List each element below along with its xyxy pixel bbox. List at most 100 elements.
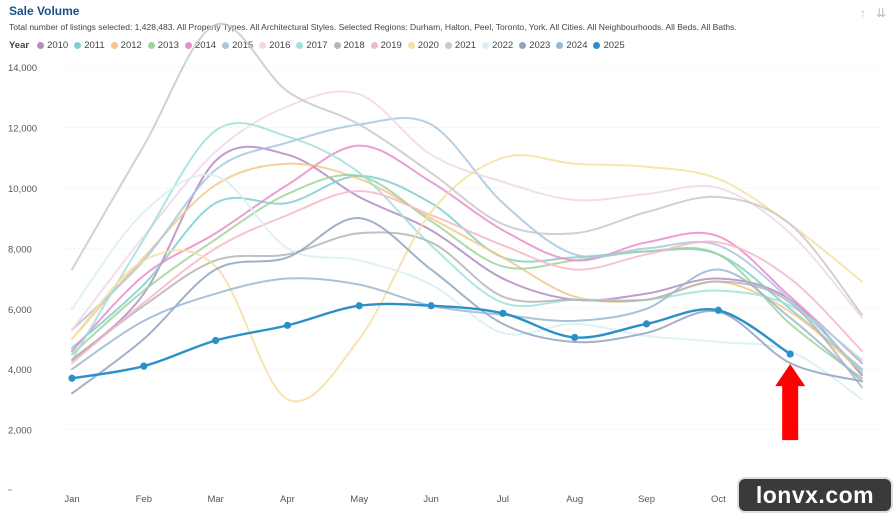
series-line-2010 bbox=[71, 145, 863, 377]
legend-item-2012[interactable]: 2012 bbox=[110, 40, 142, 51]
legend-item-2022[interactable]: 2022 bbox=[482, 40, 513, 51]
legend-label: 2014 bbox=[194, 40, 217, 51]
legend-item-2017[interactable]: 2017 bbox=[296, 40, 328, 51]
legend-dot-icon bbox=[259, 42, 267, 49]
series-line-2014 bbox=[71, 144, 863, 365]
legend-dot-icon bbox=[519, 42, 527, 49]
x-tick-label: Sep bbox=[638, 494, 655, 505]
legend-label: 2013 bbox=[157, 40, 179, 51]
legend-item-2014[interactable]: 2014 bbox=[184, 40, 217, 51]
series-line-2013 bbox=[71, 173, 863, 380]
legend-label: 2021 bbox=[454, 40, 477, 51]
x-tick-label: May bbox=[350, 494, 368, 505]
legend-label: 2022 bbox=[492, 40, 514, 51]
y-tick-label: 14,000 bbox=[8, 63, 37, 74]
data-point-2025 bbox=[499, 309, 507, 317]
data-point-2025 bbox=[786, 350, 794, 358]
legend: Year 2010 2011 2012 2013 2014 2015 2016 2017 201… bbox=[9, 40, 631, 51]
legend-item-2018[interactable]: 2018 bbox=[333, 40, 365, 51]
series-line-2020 bbox=[71, 154, 863, 403]
legend-label: 2016 bbox=[269, 40, 291, 51]
legend-items: 2010 2011 2012 2013 2014 2015 2016 2017 2018 2019… bbox=[37, 40, 631, 51]
legend-dot-icon bbox=[482, 42, 490, 49]
double-arrow-down-icon[interactable]: ⇊ bbox=[875, 6, 886, 20]
legend-dot-icon bbox=[370, 42, 378, 49]
data-point-2025 bbox=[68, 374, 76, 382]
legend-dot-icon bbox=[222, 42, 230, 49]
legend-dot-icon bbox=[147, 42, 155, 49]
series-line-2025 bbox=[70, 302, 792, 380]
series-line-2018 bbox=[71, 231, 863, 389]
data-point-2025 bbox=[283, 321, 292, 329]
x-tick-label: Mar bbox=[207, 494, 223, 505]
y-tick-label: 10,000 bbox=[8, 184, 37, 195]
series-line-2024 bbox=[71, 268, 863, 383]
legend-label: 2010 bbox=[47, 40, 69, 51]
legend-label: 2024 bbox=[566, 40, 588, 51]
data-point-2025 bbox=[140, 362, 148, 370]
legend-label: 2019 bbox=[380, 40, 402, 51]
series-line-2023 bbox=[71, 217, 863, 395]
legend-label: 2020 bbox=[417, 40, 439, 51]
legend-label: 2018 bbox=[343, 40, 365, 51]
x-tick-label: Feb bbox=[136, 494, 152, 505]
chart-title: Sale Volume bbox=[9, 4, 80, 18]
legend-label: 2017 bbox=[306, 40, 328, 51]
legend-item-2019[interactable]: 2019 bbox=[370, 40, 402, 51]
legend-item-2024[interactable]: 2024 bbox=[556, 40, 587, 51]
data-point-2025 bbox=[427, 302, 435, 310]
series-line-2021 bbox=[71, 22, 863, 316]
legend-dot-icon bbox=[184, 42, 192, 49]
x-tick-label: Jun bbox=[423, 494, 438, 505]
series-line-2015 bbox=[71, 117, 863, 374]
y-tick-label: 4,000 bbox=[8, 365, 32, 376]
series-line-2016 bbox=[71, 90, 863, 331]
y-tick-label: 2,000 bbox=[8, 426, 32, 437]
legend-label: 2015 bbox=[232, 40, 254, 51]
series-line-2017 bbox=[71, 121, 863, 362]
y-tick-label: 6,000 bbox=[8, 305, 32, 316]
legend-dot-icon bbox=[296, 42, 304, 49]
legend-item-2021[interactable]: 2021 bbox=[444, 40, 477, 51]
arrow-up-icon[interactable]: ↑ bbox=[859, 6, 866, 20]
series-line-2011 bbox=[71, 174, 863, 371]
data-point-2025 bbox=[355, 302, 363, 310]
legend-dot-icon bbox=[593, 42, 601, 49]
legend-dot-icon bbox=[333, 42, 341, 49]
data-point-2025 bbox=[642, 320, 651, 328]
y-tick-label: 8,000 bbox=[8, 244, 32, 255]
legend-dot-icon bbox=[444, 42, 452, 49]
x-tick-label: Jul bbox=[497, 494, 509, 505]
y-tick-label: 12,000 bbox=[8, 124, 37, 135]
chart-toolbar: ↑ ⇊ bbox=[860, 6, 886, 20]
legend-title: Year bbox=[9, 40, 30, 51]
legend-item-2020[interactable]: 2020 bbox=[407, 40, 439, 51]
legend-item-2023[interactable]: 2023 bbox=[519, 40, 550, 51]
series-line-2022 bbox=[71, 173, 863, 401]
x-tick-label: Aug bbox=[566, 494, 583, 505]
legend-item-2015[interactable]: 2015 bbox=[222, 40, 253, 51]
chart-subtitle: Total number of listings selected: 1,428… bbox=[9, 22, 737, 32]
legend-item-2011[interactable]: 2011 bbox=[74, 40, 105, 51]
data-point-2025 bbox=[571, 333, 579, 342]
legend-item-2016[interactable]: 2016 bbox=[259, 40, 290, 51]
legend-dot-icon bbox=[37, 42, 45, 49]
legend-dot-icon bbox=[110, 42, 118, 49]
data-point-2025 bbox=[212, 336, 220, 345]
legend-dot-icon bbox=[556, 42, 564, 49]
data-point-2025 bbox=[714, 306, 722, 314]
legend-label: 2023 bbox=[529, 40, 551, 51]
x-tick-label: Apr bbox=[280, 494, 295, 505]
x-tick-label: Oct bbox=[711, 494, 726, 505]
red-arrow-annotation bbox=[775, 364, 806, 441]
legend-item-2013[interactable]: 2013 bbox=[147, 40, 179, 51]
legend-item-2010[interactable]: 2010 bbox=[37, 40, 68, 51]
legend-label: 2025 bbox=[603, 40, 625, 51]
x-tick-label: Jan bbox=[64, 494, 79, 505]
legend-item-2025[interactable]: 2025 bbox=[593, 40, 625, 51]
legend-label: 2012 bbox=[120, 40, 142, 51]
watermark: lonvx.com bbox=[739, 479, 891, 511]
legend-label: 2011 bbox=[84, 40, 105, 51]
series-line-2019 bbox=[71, 189, 863, 365]
